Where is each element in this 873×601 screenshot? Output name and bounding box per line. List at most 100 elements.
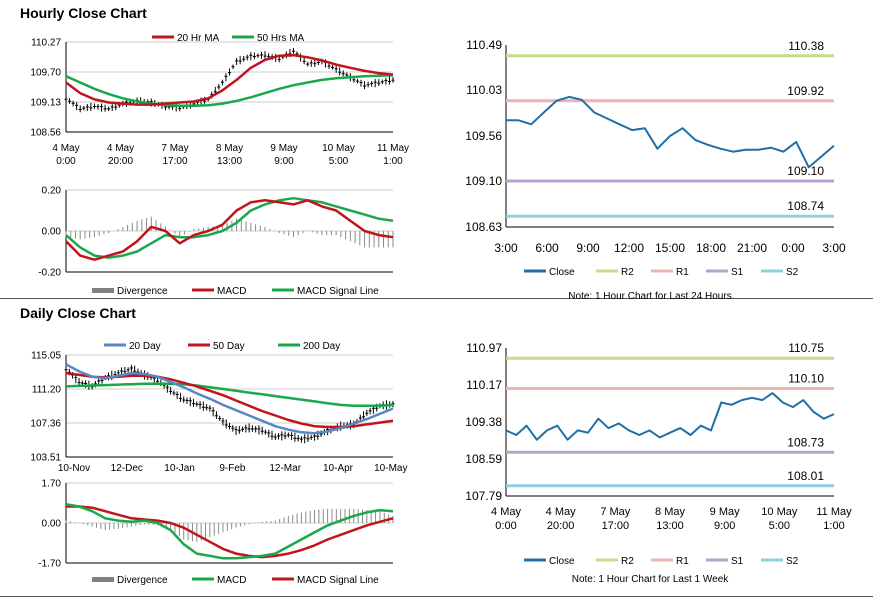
pivot-hourly-legend-label: S1	[731, 267, 744, 278]
hourly-20hr-ma-line	[65, 53, 394, 106]
daily-price-y-tick-label: 103.51	[30, 453, 61, 464]
pivot-weekly-x-tick-label: 1:00	[823, 520, 844, 532]
daily-price-legend-label: 20 Day	[129, 341, 161, 352]
hourly-price-x-tick-label: 8 May	[216, 143, 243, 154]
hourly-macd-legend-label: MACD	[217, 286, 246, 297]
pivot-hourly-close-line	[506, 95, 835, 169]
daily-macd-legend-label: Divergence	[117, 575, 168, 586]
pivot-weekly-x-tick-label: 11 May	[816, 506, 852, 518]
hourly-price-y-tick-label: 108.56	[30, 128, 61, 139]
pivot-hourly-x-tick-label: 15:00	[655, 241, 685, 255]
pivot-weekly-x-tick-label: 20:00	[547, 520, 575, 532]
pivot-weekly-r1-level-label: 110.10	[788, 371, 824, 385]
pivot-hourly-r2-level-label: 110.38	[788, 39, 824, 53]
daily-price-y-tick-label: 115.05	[31, 351, 61, 362]
pivot-weekly-y-tick-label: 109.38	[465, 415, 502, 429]
pivot-hourly-x-tick-label: 9:00	[576, 241, 600, 255]
pivot-hourly-x-tick-label: 0:00	[781, 241, 805, 255]
hourly-price-y-tick-label: 110.27	[31, 38, 61, 49]
pivot-weekly-note: Note: 1 Hour Chart for Last 1 Week	[572, 574, 730, 585]
hourly-price-legend-label: 50 Hrs MA	[257, 33, 305, 44]
pivot-hourly-x-tick-label: 21:00	[737, 241, 767, 255]
hourly-price-x-tick-label: 9:00	[274, 156, 294, 167]
hourly-price-y-tick-label: 109.70	[30, 68, 61, 79]
daily-price-legend-label: 200 Day	[303, 341, 340, 352]
pivot-hourly-x-tick-label: 12:00	[614, 241, 644, 255]
hourly-macd-y-tick-label: -0.20	[38, 268, 61, 279]
hourly-price-x-tick-label: 5:00	[329, 156, 349, 167]
pivot-weekly-x-tick-label: 4 May	[491, 506, 521, 518]
daily-price-x-tick-label: 10-May	[374, 463, 407, 474]
pivot-hourly-note: Note: 1 Hour Chart for Last 24 Hours	[568, 291, 731, 302]
daily-macd-legend-label: MACD	[217, 575, 246, 586]
daily-price-y-tick-label: 111.20	[32, 385, 62, 396]
hourly-macd-legend-swatch	[92, 288, 114, 293]
hourly-macd-legend-label: Divergence	[117, 286, 168, 297]
pivot-weekly-legend-label: R2	[621, 556, 634, 567]
pivot-weekly-legend-label: S2	[786, 556, 799, 567]
pivot-weekly-x-tick-label: 0:00	[495, 520, 516, 532]
daily-50day-line	[65, 371, 394, 429]
hourly-section-title: Hourly Close Chart	[20, 5, 147, 21]
hourly-price-y-tick-label: 109.13	[30, 98, 61, 109]
pivot-weekly-legend-label: R1	[676, 556, 689, 567]
pivot-weekly-legend-label: S1	[731, 556, 744, 567]
pivot-hourly-legend-label: Close	[549, 267, 575, 278]
pivot-hourly-legend-label: R1	[676, 267, 689, 278]
pivot-hourly-y-tick-label: 109.56	[465, 129, 502, 143]
pivot-weekly-x-tick-label: 10 May	[761, 506, 798, 518]
pivot-weekly-x-tick-label: 17:00	[602, 520, 630, 532]
hourly-price-x-tick-label: 13:00	[217, 156, 242, 167]
daily-price-legend-label: 50 Day	[213, 341, 245, 352]
pivot-hourly-x-tick-label: 3:00	[822, 241, 846, 255]
daily-section-title: Daily Close Chart	[20, 305, 136, 321]
daily-macd-y-tick-label: -1.70	[38, 559, 61, 570]
pivot-hourly-y-tick-label: 110.03	[466, 83, 502, 97]
hourly-price-x-tick-label: 11 May	[377, 143, 409, 154]
hourly-macd-line	[65, 199, 394, 261]
pivot-hourly-legend-label: R2	[621, 267, 634, 278]
hourly-price-x-tick-label: 17:00	[162, 156, 187, 167]
hourly-price-x-tick-label: 10 May	[322, 143, 355, 154]
hourly-price-x-tick-label: 20:00	[108, 156, 133, 167]
pivot-weekly-y-tick-label: 110.97	[466, 341, 502, 355]
pivot-hourly-s1-level-label: 109.10	[787, 164, 824, 178]
pivot-hourly-y-tick-label: 110.49	[466, 38, 502, 52]
pivot-weekly-x-tick-label: 4 May	[546, 506, 576, 518]
section-divider	[0, 298, 873, 299]
hourly-price-x-tick-label: 0:00	[56, 156, 76, 167]
hourly-price-x-tick-label: 1:00	[383, 156, 403, 167]
daily-macd-y-tick-label: 1.70	[42, 479, 62, 490]
pivot-weekly-close-line	[505, 392, 835, 441]
daily-macd-legend-swatch	[92, 577, 114, 582]
pivot-weekly-y-tick-label: 108.59	[465, 452, 502, 466]
pivot-weekly-r2-level-label: 110.75	[788, 341, 824, 355]
hourly-macd-signal-line	[65, 196, 394, 259]
pivot-hourly-r1-level-label: 109.92	[787, 84, 824, 98]
daily-200day-line	[65, 382, 394, 408]
hourly-price-legend-label: 20 Hr MA	[177, 33, 220, 44]
daily-price-x-tick-label: 12-Mar	[269, 463, 301, 474]
pivot-hourly-x-tick-label: 18:00	[696, 241, 726, 255]
hourly-macd-y-tick-label: 0.20	[42, 186, 62, 197]
daily-price-x-tick-label: 10-Apr	[323, 463, 354, 474]
daily-price-x-tick-label: 10-Nov	[58, 463, 90, 474]
daily-price-x-tick-label: 9-Feb	[219, 463, 246, 474]
pivot-weekly-s2-level-label: 108.01	[787, 469, 824, 483]
pivot-weekly-x-tick-label: 9 May	[710, 506, 740, 518]
pivot-hourly-y-tick-label: 109.10	[465, 174, 502, 188]
pivot-weekly-s1-level-label: 108.73	[787, 435, 824, 449]
pivot-weekly-legend-label: Close	[549, 556, 575, 567]
pivot-weekly-x-tick-label: 8 May	[655, 506, 685, 518]
daily-price-x-tick-label: 10-Jan	[164, 463, 195, 474]
daily-macd-y-tick-label: 0.00	[42, 519, 62, 530]
pivot-weekly-x-tick-label: 5:00	[769, 520, 790, 532]
pivot-hourly-s2-level-label: 108.74	[787, 199, 824, 213]
daily-macd-line	[65, 502, 394, 560]
hourly-50hr-ma-line	[65, 73, 394, 107]
daily-20day-line	[65, 363, 394, 435]
hourly-price-x-tick-label: 4 May	[52, 143, 79, 154]
pivot-weekly-y-tick-label: 107.79	[465, 489, 502, 503]
daily-macd-signal-line	[66, 505, 394, 559]
